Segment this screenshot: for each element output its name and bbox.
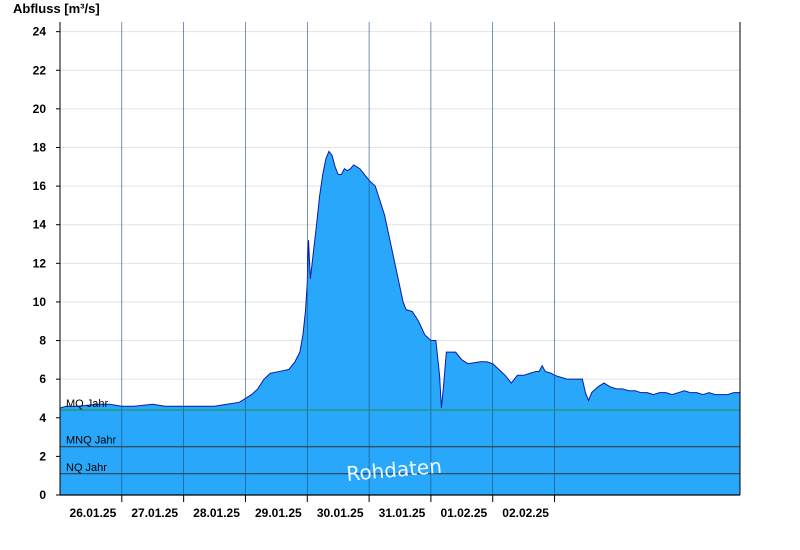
x-tick-label: 02.02.25 — [502, 506, 549, 520]
y-tick-label: 22 — [33, 63, 47, 77]
x-tick-label: 26.01.25 — [70, 506, 117, 520]
y-tick-label: 16 — [33, 179, 47, 193]
reference-label: NQ Jahr — [66, 462, 107, 474]
y-tick-label: 20 — [33, 102, 47, 116]
x-tick-label: 29.01.25 — [255, 506, 302, 520]
y-tick-label: 12 — [33, 256, 47, 270]
y-tick-label: 24 — [33, 25, 47, 39]
y-tick-label: 8 — [39, 334, 46, 348]
y-tick-label: 18 — [33, 140, 47, 154]
x-tick-label: 30.01.25 — [317, 506, 364, 520]
y-axis-label: Abfluss [m³/s] — [13, 1, 100, 16]
y-tick-label: 0 — [39, 488, 46, 502]
reference-label: MQ Jahr — [66, 398, 109, 410]
x-tick-label: 01.02.25 — [440, 506, 487, 520]
discharge-area — [60, 151, 740, 495]
y-tick-label: 6 — [39, 372, 46, 386]
y-tick-label: 2 — [39, 449, 46, 463]
discharge-line — [59, 150, 740, 409]
reference-label: MNQ Jahr — [66, 435, 116, 447]
y-tick-label: 14 — [33, 218, 47, 232]
x-tick-label: 27.01.25 — [131, 506, 178, 520]
x-tick-label: 31.01.25 — [379, 506, 426, 520]
x-tick-label: 28.01.25 — [193, 506, 240, 520]
y-tick-label: 4 — [39, 411, 46, 425]
y-tick-label: 10 — [33, 295, 47, 309]
